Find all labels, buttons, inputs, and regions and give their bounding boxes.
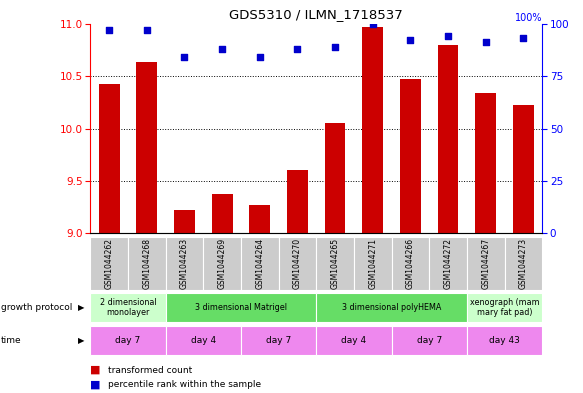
Bar <box>166 326 241 355</box>
Point <box>331 44 340 50</box>
Text: ▶: ▶ <box>78 303 85 312</box>
Text: day 7: day 7 <box>266 336 292 345</box>
Text: GSM1044272: GSM1044272 <box>444 239 452 289</box>
Text: GSM1044265: GSM1044265 <box>331 238 340 290</box>
Bar <box>363 27 383 233</box>
Text: day 7: day 7 <box>417 336 442 345</box>
Bar <box>166 293 316 322</box>
Bar <box>475 93 496 233</box>
Text: 100%: 100% <box>515 13 542 22</box>
Point <box>104 27 114 33</box>
Bar <box>136 62 157 233</box>
Text: day 43: day 43 <box>489 336 520 345</box>
Text: day 4: day 4 <box>191 336 216 345</box>
Bar <box>241 326 316 355</box>
Bar <box>354 237 392 290</box>
Point <box>217 46 227 52</box>
Text: GSM1044271: GSM1044271 <box>368 239 377 289</box>
Text: transformed count: transformed count <box>108 365 192 375</box>
Text: GSM1044266: GSM1044266 <box>406 238 415 290</box>
Bar <box>392 237 429 290</box>
Point <box>406 37 415 44</box>
Bar <box>316 293 467 322</box>
Point <box>368 20 377 27</box>
Bar <box>513 105 533 233</box>
Point <box>142 27 152 33</box>
Point <box>481 39 490 46</box>
Text: GSM1044268: GSM1044268 <box>142 239 152 289</box>
Bar <box>467 237 504 290</box>
Text: GSM1044264: GSM1044264 <box>255 238 264 290</box>
Bar <box>429 237 467 290</box>
Bar <box>400 79 421 233</box>
Point <box>293 46 302 52</box>
Text: xenograph (mam
mary fat pad): xenograph (mam mary fat pad) <box>470 298 539 318</box>
Text: GSM1044273: GSM1044273 <box>519 238 528 290</box>
Bar <box>90 326 166 355</box>
Bar <box>241 237 279 290</box>
Text: ■: ■ <box>90 365 101 375</box>
Text: 3 dimensional Matrigel: 3 dimensional Matrigel <box>195 303 287 312</box>
Text: GSM1044262: GSM1044262 <box>105 239 114 289</box>
Point <box>255 54 265 60</box>
Text: ▶: ▶ <box>78 336 85 345</box>
Bar <box>287 171 308 233</box>
Bar <box>212 194 233 233</box>
Bar <box>99 84 120 233</box>
Bar <box>166 237 203 290</box>
Text: day 7: day 7 <box>115 336 141 345</box>
Point <box>444 33 453 39</box>
Text: GSM1044263: GSM1044263 <box>180 238 189 290</box>
Bar <box>128 237 166 290</box>
Point <box>519 35 528 41</box>
Bar <box>438 44 458 233</box>
Bar <box>316 237 354 290</box>
Bar <box>250 205 270 233</box>
Text: time: time <box>1 336 22 345</box>
Text: percentile rank within the sample: percentile rank within the sample <box>108 380 261 389</box>
Bar <box>504 237 542 290</box>
Text: GSM1044267: GSM1044267 <box>481 238 490 290</box>
Text: growth protocol: growth protocol <box>1 303 72 312</box>
Bar <box>467 293 542 322</box>
Bar <box>467 326 542 355</box>
Bar <box>90 237 128 290</box>
Point <box>180 54 189 60</box>
Bar <box>174 210 195 233</box>
Bar <box>325 123 346 233</box>
Bar <box>316 326 392 355</box>
Bar <box>90 293 166 322</box>
Title: GDS5310 / ILMN_1718537: GDS5310 / ILMN_1718537 <box>229 8 403 21</box>
Text: GSM1044269: GSM1044269 <box>217 238 227 290</box>
Bar <box>392 326 467 355</box>
Bar <box>203 237 241 290</box>
Text: 2 dimensional
monolayer: 2 dimensional monolayer <box>100 298 156 318</box>
Text: GSM1044270: GSM1044270 <box>293 238 302 290</box>
Text: ■: ■ <box>90 379 101 389</box>
Bar <box>279 237 316 290</box>
Text: day 4: day 4 <box>342 336 367 345</box>
Text: 3 dimensional polyHEMA: 3 dimensional polyHEMA <box>342 303 441 312</box>
